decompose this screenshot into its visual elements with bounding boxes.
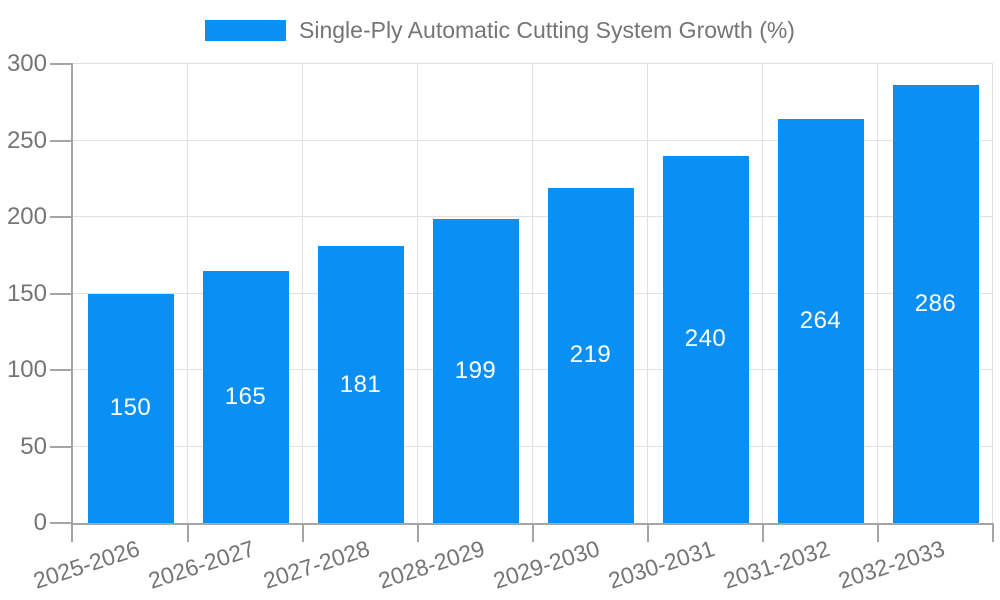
y-axis-tick — [50, 292, 73, 295]
gridline-vertical — [417, 64, 418, 523]
y-axis-tick — [50, 445, 73, 448]
gridline-vertical — [532, 64, 533, 523]
gridline-vertical — [647, 64, 648, 523]
x-axis-tick — [532, 523, 534, 542]
legend-swatch-icon — [205, 19, 287, 41]
gridline-horizontal — [73, 216, 993, 217]
legend[interactable]: Single-Ply Automatic Cutting System Grow… — [0, 16, 1000, 44]
bar[interactable]: 240 — [662, 155, 749, 523]
x-axis-tick-label: 2029-2030 — [489, 535, 603, 594]
x-axis-tick-label: 2025-2026 — [29, 535, 143, 594]
bar-value-label: 264 — [799, 307, 842, 335]
y-axis-tick-label: 200 — [6, 203, 47, 230]
bar-value-label: 199 — [454, 356, 497, 384]
bar[interactable]: 264 — [777, 119, 864, 523]
x-axis-tick — [417, 523, 419, 542]
y-axis-tick — [50, 139, 73, 142]
bar[interactable]: 286 — [892, 85, 979, 523]
x-axis-tick-label: 2031-2032 — [719, 535, 833, 594]
gridline-vertical — [877, 64, 878, 523]
bar-value-label: 181 — [339, 370, 382, 398]
gridline-horizontal — [73, 445, 993, 447]
bar[interactable]: 181 — [317, 246, 404, 523]
x-axis-tick — [187, 523, 189, 542]
bar-value-label: 240 — [684, 325, 727, 353]
gridline-horizontal — [73, 292, 993, 294]
y-axis-tick-label: 100 — [6, 356, 47, 383]
bar[interactable]: 150 — [87, 293, 174, 523]
bar-value-label: 219 — [569, 341, 612, 369]
bar-value-label: 150 — [109, 394, 152, 422]
gridline-horizontal — [73, 369, 993, 370]
y-axis-tick-label: 150 — [6, 279, 47, 307]
y-axis-tick — [50, 369, 73, 371]
gridline-vertical — [187, 64, 188, 523]
y-axis-tick-label: 50 — [20, 432, 47, 460]
x-axis-tick-label: 2032-2033 — [834, 535, 948, 594]
bar-value-label: 165 — [224, 382, 267, 410]
x-axis-tick — [647, 523, 649, 542]
gridline-horizontal — [73, 139, 993, 141]
x-axis-tick — [992, 523, 994, 542]
bar[interactable]: 219 — [547, 187, 634, 523]
x-axis-tick-label: 2030-2031 — [604, 535, 718, 594]
x-axis-tick-label: 2027-2028 — [259, 535, 373, 594]
plot-area: 0 50 100 150 200 250 300 150 2025-2026 165 2026-20… — [7, 51, 994, 594]
x-axis-tick — [302, 523, 304, 542]
x-axis-tick-label: 2026-2027 — [144, 535, 258, 594]
y-axis-tick-label: 0 — [33, 509, 47, 536]
y-axis-tick — [50, 216, 73, 218]
gridline-vertical — [762, 64, 763, 523]
x-axis-tick — [762, 523, 764, 542]
y-axis-tick-label: 250 — [6, 126, 47, 154]
x-axis-tick-label: 2028-2029 — [374, 535, 488, 594]
gridline-horizontal — [73, 63, 993, 64]
gridline-vertical — [992, 64, 993, 523]
x-axis-line — [71, 523, 993, 525]
bar[interactable]: 199 — [432, 218, 519, 523]
bar-value-label: 286 — [914, 290, 957, 318]
y-axis-tick — [50, 63, 73, 65]
bar[interactable]: 165 — [202, 270, 289, 523]
y-axis-tick — [50, 522, 73, 524]
gridline-vertical — [302, 64, 303, 523]
y-axis-line — [71, 64, 73, 542]
x-axis-tick — [877, 523, 879, 542]
y-axis-tick-label: 300 — [6, 50, 47, 77]
legend-label: Single-Ply Automatic Cutting System Grow… — [299, 17, 795, 43]
